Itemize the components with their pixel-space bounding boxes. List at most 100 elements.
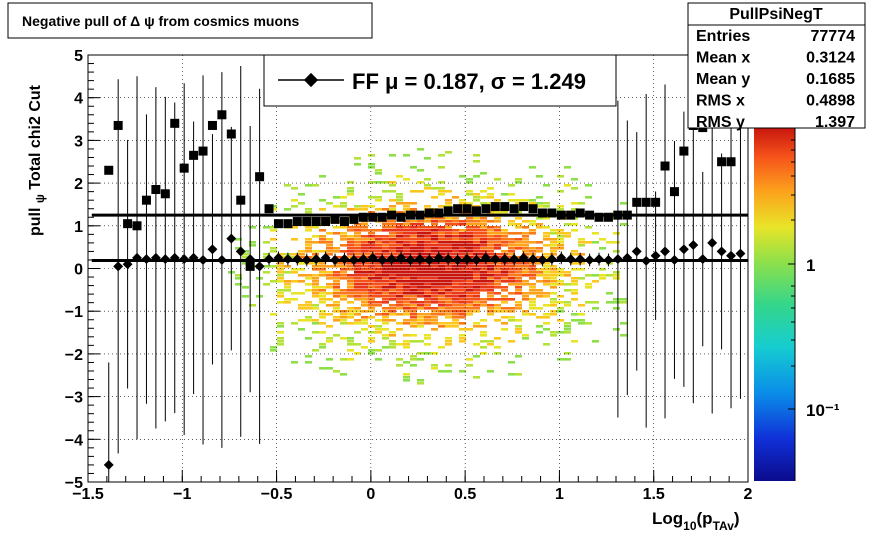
square-marker — [500, 202, 510, 212]
square-marker — [292, 217, 302, 227]
diamond-marker — [339, 254, 350, 265]
diamond-marker — [716, 246, 727, 257]
diamond-marker — [254, 261, 265, 272]
diamond-marker — [179, 254, 190, 265]
x-tick-label: 0 — [366, 486, 375, 503]
square-marker — [104, 165, 114, 175]
square-marker — [669, 187, 679, 197]
diamond-marker — [207, 244, 218, 255]
diamond-marker — [669, 255, 680, 265]
square-marker — [622, 210, 632, 220]
square-marker — [396, 212, 406, 222]
diamond-marker — [386, 254, 397, 265]
diamond-marker — [330, 255, 340, 265]
axes: −1.5 −1 −0.5 0 0.5 1 1.5 2 −5 −4 −3 −2 −1 0 1 2 3 4 5 — [65, 48, 753, 503]
diamond-marker — [377, 255, 388, 265]
diamond-marker — [198, 255, 208, 265]
colorbar-tick-label: 1 — [806, 256, 815, 275]
stats-box: PullPsiNegT Entries 77774 Mean x 0.3124 Mean… — [687, 2, 866, 131]
diamond-marker — [433, 252, 444, 263]
x-axis-title: Log10(pTAv) — [652, 509, 740, 533]
x-tick-label: −1 — [173, 486, 191, 503]
diamond-marker — [707, 237, 718, 248]
x-tick-label: 0.5 — [454, 486, 476, 503]
diamond-marker — [565, 254, 576, 265]
square-marker — [651, 197, 661, 207]
square-marker — [273, 219, 283, 229]
square-marker — [641, 197, 651, 207]
diamond-marker — [660, 246, 670, 257]
diamond-marker — [726, 250, 736, 261]
legend-marker — [303, 72, 319, 88]
diamond-marker — [471, 255, 482, 265]
diamond-marker — [358, 254, 369, 265]
square-marker — [594, 212, 604, 222]
diamond-marker — [575, 254, 586, 265]
square-marker — [575, 208, 585, 218]
diamond-marker — [594, 254, 604, 265]
square-marker — [726, 157, 736, 167]
square-marker — [151, 185, 161, 195]
chart-title: Negative pull of Δ ψ from cosmics muons — [22, 13, 300, 29]
square-marker — [585, 210, 595, 220]
square-marker — [349, 214, 359, 224]
legend: FF μ = 0.187, σ = 1.249 — [263, 54, 617, 107]
diamond-marker — [631, 246, 642, 257]
y-tick-label: 1 — [74, 219, 83, 236]
stats-value: 0.3124 — [806, 50, 855, 67]
square-marker — [405, 210, 415, 220]
square-marker — [387, 210, 397, 220]
diamond-marker — [132, 252, 142, 263]
y-tick-label: −5 — [65, 475, 83, 492]
square-marker — [415, 210, 425, 220]
diamond-marker — [424, 255, 435, 265]
x-tick-label: −1.5 — [72, 486, 104, 503]
x-tick-label: 1 — [555, 486, 564, 503]
square-marker — [198, 146, 208, 156]
diamond-marker — [462, 254, 472, 265]
diamond-marker — [405, 255, 416, 265]
colorbar-tick-label: 10⁻¹ — [806, 401, 840, 420]
square-marker — [490, 202, 500, 212]
square-marker — [330, 214, 340, 224]
diamond-marker — [650, 250, 661, 261]
square-marker — [236, 195, 246, 205]
diamond-marker — [245, 254, 256, 265]
y-tick-label: −1 — [65, 304, 83, 321]
square-marker — [207, 120, 217, 130]
square-marker — [226, 129, 236, 139]
square-marker — [358, 212, 368, 222]
diamond-marker — [688, 240, 699, 250]
diamond-marker — [320, 252, 331, 263]
diamond-marker — [584, 255, 595, 265]
y-axis-title: pull ψ Total chi2 Cut — [27, 84, 47, 236]
diamond-marker — [188, 252, 199, 263]
stats-value: 1.397 — [815, 114, 855, 131]
square-marker — [368, 212, 378, 222]
square-marker — [377, 212, 387, 222]
diamond-marker — [301, 255, 312, 265]
diamond-marker — [292, 254, 303, 265]
square-marker — [537, 208, 547, 218]
diamond-marker — [396, 252, 406, 263]
square-marker — [179, 163, 189, 173]
square-marker — [189, 150, 199, 160]
stats-label: RMS x — [696, 93, 745, 110]
diamond-marker — [537, 255, 548, 265]
stats-name: PullPsiNegT — [729, 6, 823, 23]
square-marker — [556, 210, 566, 220]
y-tick-label: 0 — [74, 262, 83, 279]
square-marker — [462, 204, 472, 214]
square-marker — [113, 120, 123, 130]
y-tick-label: −2 — [65, 347, 83, 364]
diamond-marker — [348, 255, 359, 265]
y-tick-label: 4 — [74, 91, 83, 108]
x-tick-label: 2 — [744, 486, 753, 503]
square-marker — [424, 208, 434, 218]
square-marker — [217, 110, 227, 120]
diamond-marker — [546, 254, 557, 265]
square-marker — [613, 210, 623, 220]
y-tick-label: 5 — [74, 48, 83, 65]
square-marker — [471, 206, 481, 216]
